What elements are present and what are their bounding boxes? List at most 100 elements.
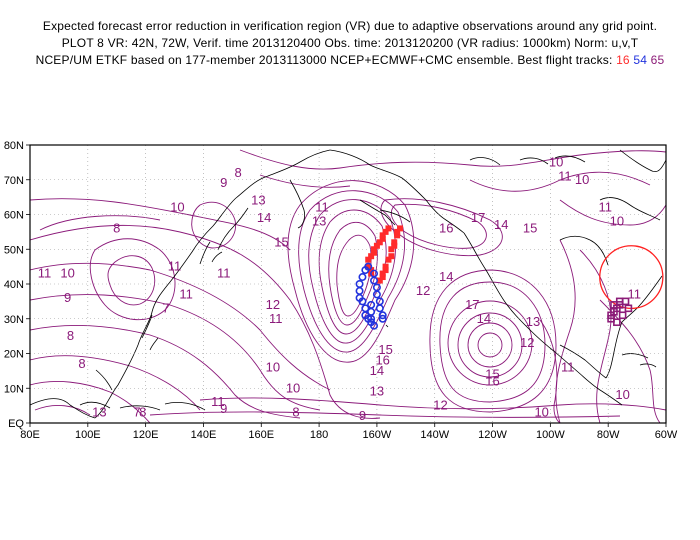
contour-value-label: 10 [534, 405, 548, 420]
lat-tick-label: 70N [4, 175, 24, 187]
contour-value-label: 12 [416, 283, 430, 298]
contour-value-label: 9 [220, 401, 227, 416]
contour-value-label: 16 [375, 352, 389, 367]
track-a-point [379, 232, 386, 239]
lat-tick-label: EQ [8, 418, 24, 430]
flight-tracks [355, 225, 633, 330]
contour-value-label: 16 [439, 220, 453, 235]
contour-value-label: 8 [292, 405, 299, 420]
track-a-point [388, 253, 395, 260]
contour-value-label: 11 [599, 200, 613, 215]
contour-value-label: 10 [286, 380, 300, 395]
contour-value-label: 10 [549, 154, 563, 169]
contour-value-label: 9 [220, 175, 227, 190]
contour-value-label: 11 [269, 311, 283, 326]
lat-tick-label: 60N [4, 210, 24, 222]
track-b-point [361, 266, 370, 275]
track-a-point [379, 274, 386, 281]
track-b-point [358, 297, 367, 306]
lon-tick-label: 120E [133, 429, 159, 441]
lon-tick-label: 80W [597, 429, 620, 441]
contour-value-label: 15 [485, 366, 499, 381]
contour-value-label: 10 [615, 387, 629, 402]
contour-value-label: 17 [465, 297, 479, 312]
contour-value-label: 7 [133, 405, 140, 420]
track-a-point [379, 235, 386, 242]
track-b-point [358, 273, 367, 282]
header-line-2: PLOT 8 VR: 42N, 72W, Verif. time 2013120… [61, 36, 639, 50]
track-b-point [375, 304, 384, 313]
lat-tick-label: 20N [4, 349, 24, 361]
track-a-point [394, 228, 401, 235]
contour-value-label: 8 [67, 328, 74, 343]
track-a-label: 16 [616, 53, 630, 67]
track-c-point [610, 301, 618, 309]
contour-value-label: 13 [92, 405, 106, 420]
track-c-point [624, 304, 633, 313]
lat-tick-label: 30N [4, 314, 24, 326]
track-a-point [394, 232, 401, 239]
contour-value-label: 9 [359, 408, 366, 423]
contour-value-label: 10 [610, 213, 624, 228]
contour-value-label: 12 [266, 297, 280, 312]
contour-value-label: 13 [526, 314, 540, 329]
contour-value-label: 9 [64, 290, 71, 305]
track-a-point [371, 246, 378, 253]
track-a-point [382, 263, 389, 270]
track-a-point [385, 225, 392, 232]
track-a-point [391, 242, 398, 249]
map-background [30, 145, 666, 423]
lon-tick-label: 100W [536, 429, 565, 441]
coastlines [30, 149, 666, 423]
track-b-point [378, 314, 387, 323]
contour-value-label: 14 [477, 311, 491, 326]
contour-value-label: 10 [575, 172, 589, 187]
track-a-point [382, 228, 389, 235]
lon-tick-label: 180 [310, 429, 328, 441]
lon-tick-label: 140W [420, 429, 449, 441]
contour-value-label: 14 [257, 210, 271, 225]
contour-value-label: 8 [139, 405, 146, 420]
track-a-point [368, 267, 375, 274]
lat-tick-label: 10N [4, 383, 24, 395]
lon-tick-label: 60W [655, 429, 678, 441]
axis-ticks: 80E 100E 120E 140E 160E 180 160W 140W 120W 100W 80… [4, 140, 678, 441]
contour-value-label: 7 [162, 300, 169, 315]
track-a-point [373, 242, 380, 249]
contour-value-label: 14 [494, 217, 508, 232]
track-a-point [376, 277, 383, 284]
contour-value-label: 13 [312, 213, 326, 228]
contour-value-label: 14 [370, 363, 384, 378]
track-b-point [370, 321, 379, 330]
contour-value-label: 11 [315, 200, 329, 215]
track-a-point [365, 263, 372, 270]
track-a-point [365, 256, 372, 263]
track-a-point [385, 256, 392, 263]
track-b-point [378, 311, 387, 320]
contour-value-label: 11 [558, 168, 572, 183]
contour-value-label: 17 [471, 210, 485, 225]
lon-tick-label: 80E [20, 429, 40, 441]
contour-value-label: 16 [485, 373, 499, 388]
contour-value-label: 12 [433, 398, 447, 413]
contour-value-label: 15 [274, 234, 288, 249]
track-b-point [372, 290, 381, 299]
track-a-point [379, 270, 386, 277]
contour-value-label: 12 [520, 335, 534, 350]
plot-header: Expected forecast error reduction in ver… [0, 18, 700, 69]
lat-tick-label: 80N [4, 140, 24, 152]
contour-value-label: 11 [211, 394, 225, 409]
header-line-3: NCEP/UM ETKF based on 177-member 2013113… [0, 52, 700, 69]
track-a-point [376, 239, 383, 246]
contour-value-label: 10 [266, 359, 280, 374]
track-a-point [371, 249, 378, 256]
track-b-label: 54 [633, 53, 648, 67]
contour-value-label: 11 [627, 286, 641, 301]
lat-tick-label: 50N [4, 244, 24, 256]
track-c-point [618, 311, 627, 320]
contour-value-label: 8 [235, 165, 242, 180]
header-line-3-text: NCEP/UM ETKF based on 177-member 2013113… [35, 53, 613, 67]
contour-value-label: 13 [251, 193, 265, 208]
contour-value-label: 8 [78, 356, 85, 371]
